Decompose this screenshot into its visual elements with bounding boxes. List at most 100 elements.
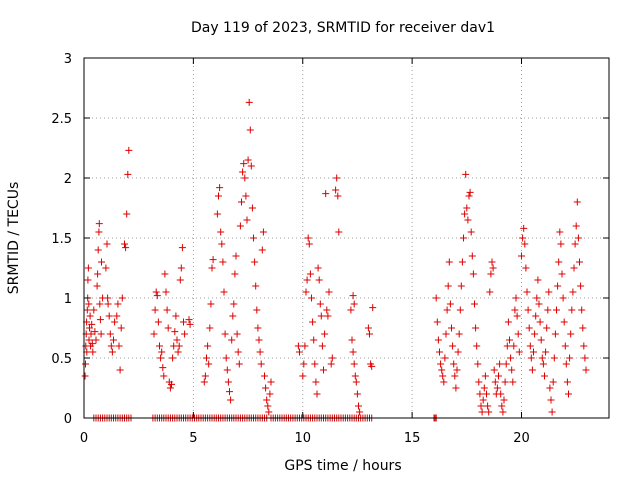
- data-point: [215, 192, 222, 200]
- data-point: [81, 372, 89, 380]
- data-point: [541, 372, 548, 380]
- data-point: [450, 360, 458, 368]
- data-point: [168, 380, 175, 388]
- data-point: [496, 360, 504, 368]
- data-point: [239, 168, 247, 176]
- data-point: [305, 240, 313, 248]
- plot-frame: [83, 57, 610, 419]
- data-point: [317, 312, 325, 320]
- data-point: [257, 360, 265, 368]
- data-point: [104, 300, 112, 308]
- data-point: [538, 354, 546, 362]
- data-point: [453, 366, 461, 374]
- data-point: [301, 342, 309, 350]
- data-point: [235, 360, 243, 368]
- data-point: [522, 264, 530, 272]
- y-tick-label: 3: [64, 52, 72, 67]
- data-point: [82, 360, 89, 368]
- data-point: [364, 324, 372, 332]
- data-point: [84, 276, 92, 284]
- data-point: [548, 408, 556, 416]
- data-point: [452, 384, 460, 392]
- data-point: [510, 342, 518, 350]
- data-point: [111, 318, 119, 326]
- data-point: [489, 264, 497, 272]
- data-point: [476, 390, 484, 398]
- data-point: [486, 288, 494, 296]
- data-point: [208, 264, 216, 272]
- data-point: [154, 318, 162, 326]
- data-point: [96, 300, 104, 308]
- data-point: [332, 186, 340, 194]
- data-point: [85, 336, 93, 344]
- data-point: [83, 306, 91, 314]
- data-point: [497, 390, 505, 398]
- data-point: [258, 246, 266, 254]
- data-point: [95, 220, 103, 228]
- data-point: [456, 306, 464, 314]
- x-axis-label: GPS time / hours: [284, 458, 401, 474]
- data-point: [443, 306, 451, 314]
- data-point: [457, 282, 465, 290]
- data-point: [231, 270, 239, 278]
- data-point: [102, 264, 110, 272]
- data-point: [551, 330, 559, 338]
- data-point: [205, 360, 213, 368]
- data-point: [495, 372, 502, 380]
- data-point: [224, 378, 232, 386]
- data-point: [349, 348, 357, 356]
- data-point: [440, 378, 448, 386]
- data-point: [218, 240, 226, 248]
- chart-title: Day 119 of 2023, SRMTID for receiver dav…: [191, 20, 495, 36]
- data-point: [251, 258, 259, 266]
- data-point: [468, 252, 476, 260]
- data-point: [252, 282, 260, 290]
- data-point: [490, 366, 498, 374]
- y-axis-label: SRMTID / TECUs: [6, 182, 22, 295]
- data-point: [432, 294, 440, 302]
- data-point: [542, 348, 550, 356]
- data-point: [124, 170, 132, 178]
- data-point: [527, 354, 535, 362]
- data-point: [207, 300, 215, 308]
- data-point: [230, 300, 238, 308]
- data-point: [503, 342, 511, 350]
- data-point: [324, 312, 332, 320]
- data-point: [171, 328, 179, 336]
- data-point: [454, 348, 462, 356]
- data-point: [545, 288, 553, 296]
- data-point: [238, 198, 245, 206]
- data-point: [567, 330, 575, 338]
- data-point: [536, 318, 544, 326]
- data-point: [546, 384, 554, 392]
- data-point: [255, 336, 263, 344]
- data-point: [310, 336, 318, 344]
- data-point: [352, 378, 360, 386]
- data-point: [217, 228, 225, 236]
- data-point: [455, 330, 463, 338]
- data-point: [228, 336, 236, 344]
- x-tick-label: 10: [294, 431, 311, 446]
- data-point: [264, 402, 272, 410]
- data-point: [263, 396, 271, 404]
- data-point: [350, 300, 358, 308]
- data-point: [233, 330, 241, 338]
- data-point: [500, 396, 508, 404]
- data-point: [441, 354, 449, 362]
- data-point: [92, 336, 100, 344]
- data-point: [178, 244, 186, 252]
- data-point: [312, 378, 320, 386]
- data-point: [519, 234, 527, 242]
- data-point: [547, 396, 555, 404]
- data-points: [81, 98, 590, 422]
- data-point: [88, 340, 96, 348]
- data-point: [473, 342, 481, 350]
- data-point: [89, 348, 97, 356]
- data-point: [162, 288, 170, 296]
- data-point: [438, 366, 446, 374]
- data-point: [232, 252, 240, 260]
- data-point: [466, 188, 474, 196]
- y-tick-label: 1: [64, 292, 72, 307]
- data-point: [556, 228, 564, 236]
- data-point: [156, 342, 163, 350]
